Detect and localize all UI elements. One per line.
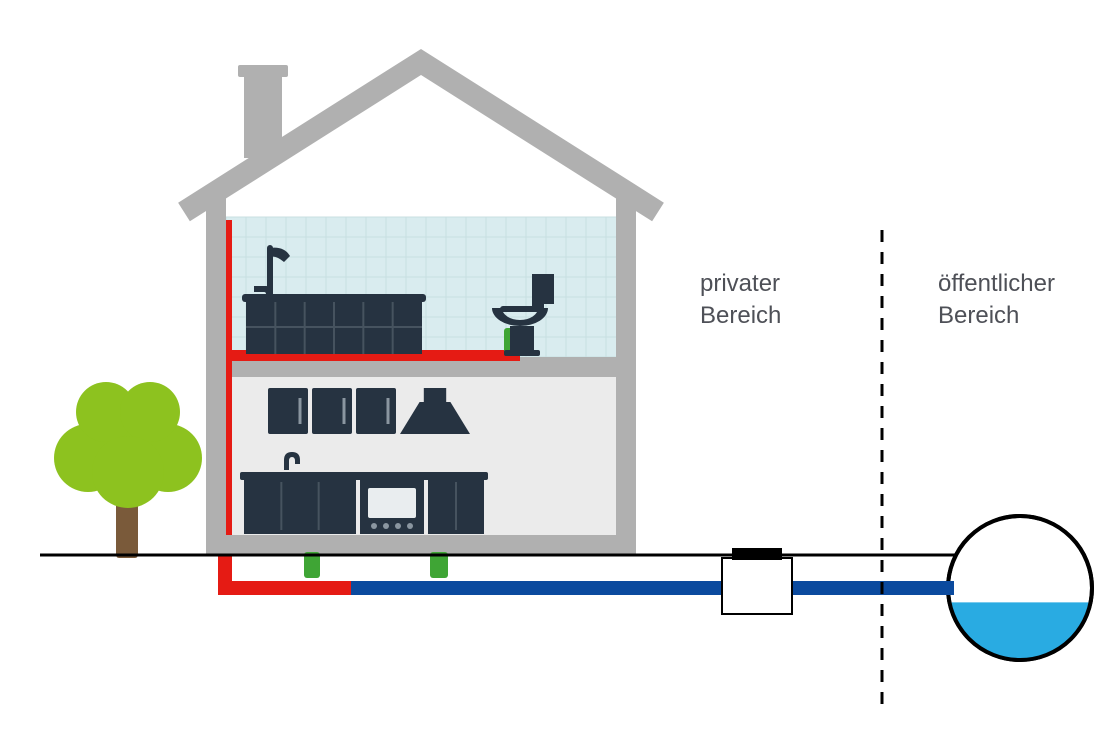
upper-cabinet (312, 388, 352, 434)
label-public: öffentlicher Bereich (938, 268, 1055, 333)
toilet-base (510, 326, 534, 354)
blue-pipe (351, 581, 948, 595)
tree-foliage (120, 382, 180, 442)
house-wall-right (616, 195, 636, 555)
upper-cabinet (268, 388, 308, 434)
label-private: privater Bereich (700, 268, 781, 333)
chimney (244, 75, 282, 158)
floor-slab-ground (226, 535, 616, 555)
label-private-line1: privater (700, 270, 780, 297)
house-wall-left (206, 195, 226, 555)
red-pipe-lower (218, 581, 351, 595)
label-public-line1: öffentlicher (938, 270, 1055, 297)
tree-foliage (92, 436, 164, 508)
inspection-chamber (722, 558, 792, 614)
lower-cabinet (244, 478, 356, 534)
label-private-line2: Bereich (700, 302, 781, 329)
sewer-water (949, 602, 1090, 660)
label-public-line2: Bereich (938, 302, 1019, 329)
inspection-lid (732, 548, 782, 560)
upper-cabinet (356, 388, 396, 434)
